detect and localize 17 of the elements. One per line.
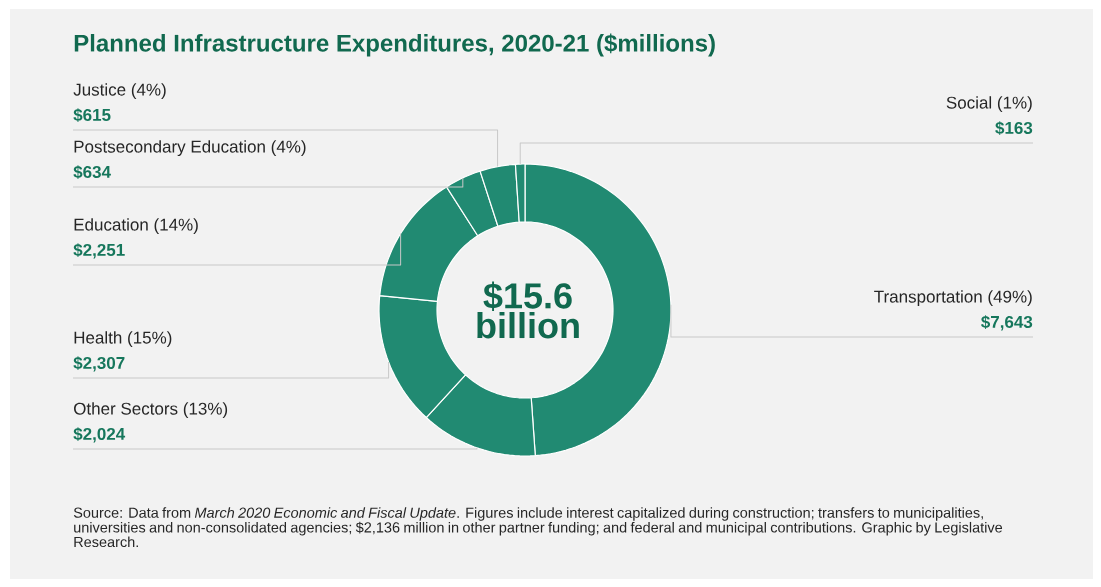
text: $15.6 billion (477, 281, 579, 339)
slice-label: Other Sectors (13%) (74, 402, 228, 419)
source-note: Source: Data from March 2020 Economic and Fiscal Update. Figures include interest capitalized during construction; transfers to municipalities, universities and non-consolidated agencies; $2,136 million in other partner funding; and federal and municipal contributions. Graphic by Legislative Research. (73, 507, 1003, 548)
slice-label: Social (1%) (946, 96, 1032, 113)
slice-label: Health (15%) (74, 331, 172, 348)
data-label: $2,024 (73, 427, 126, 443)
chart-title: Planned Infrastructure Expenditures, 2020-21 ($millions) (74, 33, 715, 57)
slice-label: Transportation (49%) (874, 290, 1032, 307)
slice-label: Postsecondary Education (4%) (74, 140, 306, 157)
data-label: $2,307 (73, 356, 125, 372)
data-label: $615 (73, 108, 111, 123)
data-label: $634 (73, 165, 111, 180)
slice-label: Education (14%) (74, 218, 198, 235)
data-label: $2,251 (73, 243, 125, 259)
data-label: $7,643 (981, 315, 1033, 331)
data-label: $163 (995, 121, 1033, 136)
slice-label: Justice (4%) (73, 83, 166, 100)
